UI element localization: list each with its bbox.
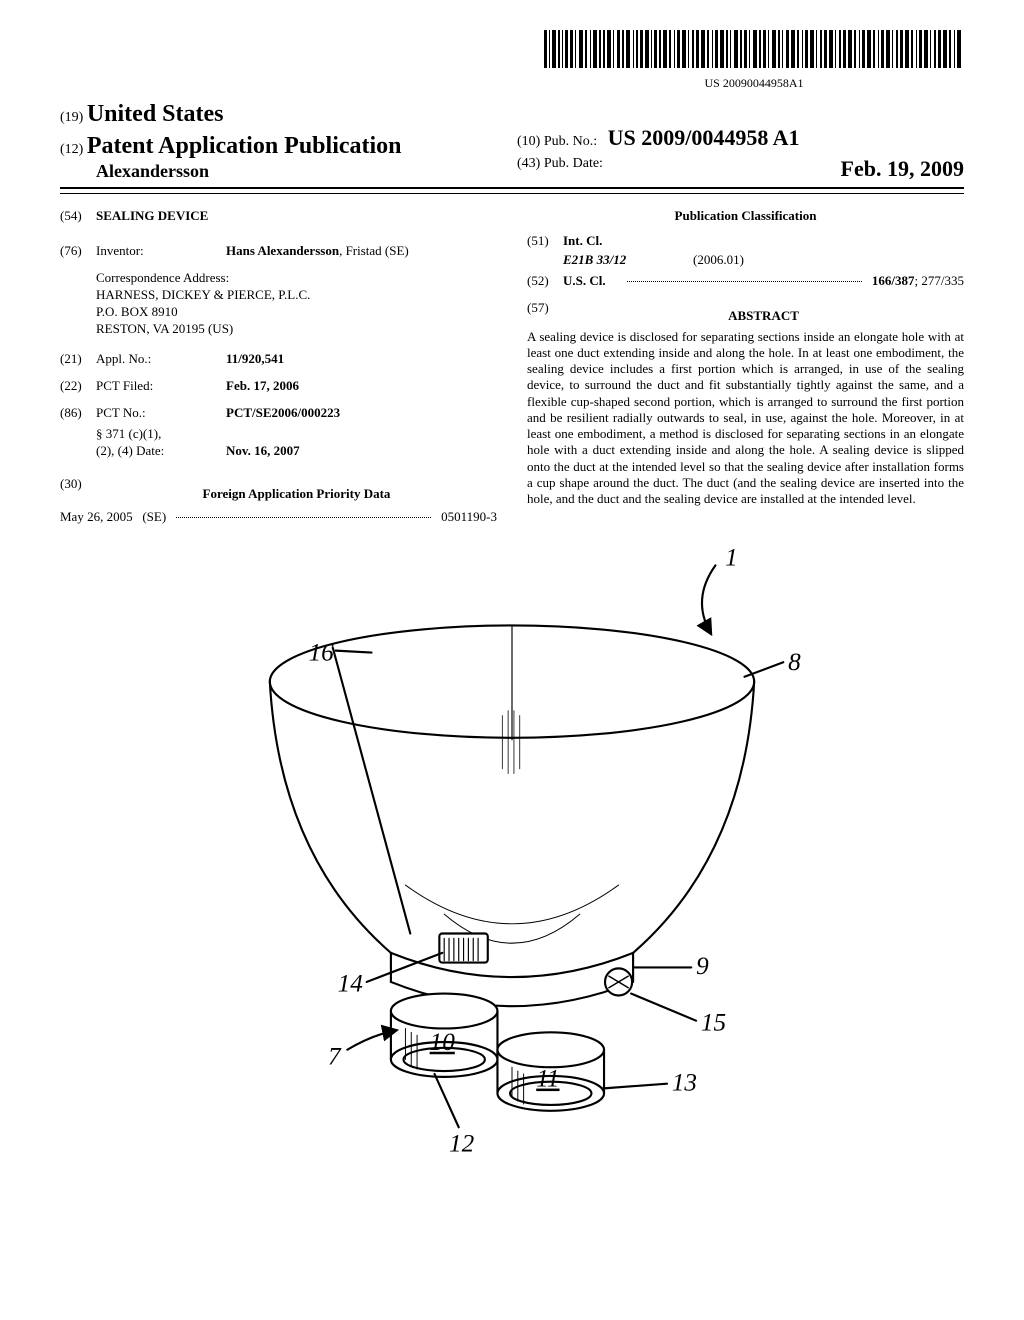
- title: SEALING DEVICE: [96, 208, 208, 225]
- pubno-label: Pub. No.:: [544, 134, 597, 149]
- pub-class-heading: Publication Classification: [527, 208, 964, 225]
- fpd-heading: Foreign Application Priority Data: [96, 486, 497, 503]
- intcl-row: E21B 33/12 (2006.01): [563, 252, 964, 269]
- fig-label-1: 1: [725, 546, 738, 571]
- uscl-rest: ; 277/335: [915, 273, 964, 288]
- uscl-main: 166/387: [872, 273, 915, 288]
- corr-line2: P.O. BOX 8910: [96, 304, 497, 321]
- pubdate: Feb. 19, 2009: [841, 155, 964, 184]
- header-right: (10) Pub. No.: US 2009/0044958 A1 (43) P…: [517, 124, 964, 183]
- fig-label-9: 9: [696, 953, 709, 980]
- fig-label-7: 7: [328, 1043, 342, 1070]
- s371-lines: § 371 (c)(1), (2), (4) Date:: [96, 426, 226, 460]
- figure-svg: 1 16 8 14 9 7 15 13 12 10 11: [192, 546, 832, 1166]
- fig-label-8: 8: [788, 649, 801, 676]
- code-10: (10): [517, 134, 540, 149]
- code-21: (21): [60, 351, 96, 368]
- intcl-code: E21B 33/12: [563, 252, 693, 269]
- corr-line1: HARNESS, DICKEY & PIERCE, P.L.C.: [96, 287, 497, 304]
- biblio-left: (54) SEALING DEVICE (76) Inventor: Hans …: [60, 208, 497, 526]
- pubno: US 2009/0044958 A1: [608, 125, 800, 150]
- barcode-label: US 20090044958A1: [544, 76, 964, 92]
- body: (54) SEALING DEVICE (76) Inventor: Hans …: [60, 208, 964, 526]
- leader-dots-2: [627, 281, 862, 282]
- corr-label: Correspondence Address:: [96, 270, 497, 287]
- header-rule: [60, 193, 964, 194]
- barcode-svg: [544, 30, 964, 68]
- code-30: (30): [60, 476, 96, 509]
- figure-region: 1 16 8 14 9 7 15 13 12 10 11: [60, 546, 964, 1172]
- barcode-region: US 20090044958A1: [60, 30, 964, 93]
- author-name: Alexandersson: [96, 160, 507, 183]
- corr-line3: RESTON, VA 20195 (US): [96, 321, 497, 338]
- inventor-name: Hans Alexandersson: [226, 243, 339, 258]
- country: United States: [87, 101, 224, 127]
- doc-type: Patent Application Publication: [87, 133, 402, 159]
- biblio-right: Publication Classification (51) Int. Cl.…: [527, 208, 964, 526]
- fig-label-15: 15: [701, 1009, 726, 1036]
- uscl-label: U.S. Cl.: [563, 273, 623, 290]
- code-54: (54): [60, 208, 96, 225]
- inventor-label: Inventor:: [96, 243, 226, 260]
- fpd-row: May 26, 2005 (SE) 0501190-3: [60, 509, 497, 526]
- fig-label-14: 14: [338, 970, 364, 997]
- pubdate-label: Pub. Date:: [544, 156, 603, 171]
- code-52: (52): [527, 273, 563, 290]
- fpd-cc: (SE): [142, 509, 166, 524]
- header-left: (19) United States (12) Patent Applicati…: [60, 99, 507, 183]
- fpd-num: 0501190-3: [441, 509, 497, 526]
- code-86: (86): [60, 405, 96, 422]
- leader-dots: [176, 517, 431, 518]
- fig-label-13: 13: [672, 1069, 697, 1096]
- correspondence: Correspondence Address: HARNESS, DICKEY …: [96, 270, 497, 338]
- abstract-text: A sealing device is disclosed for separa…: [527, 329, 964, 508]
- inventor-loc: , Fristad (SE): [339, 243, 409, 258]
- code-51: (51): [527, 233, 563, 250]
- code-22: (22): [60, 378, 96, 395]
- applno: 11/920,541: [226, 351, 284, 366]
- code-57: (57): [527, 300, 563, 329]
- pctfiled-label: PCT Filed:: [96, 378, 226, 395]
- intcl-label: Int. Cl.: [563, 233, 602, 250]
- pctfiled: Feb. 17, 2006: [226, 378, 299, 393]
- code-19: (19): [60, 110, 83, 125]
- fig-label-10: 10: [430, 1028, 456, 1055]
- patent-header: (19) United States (12) Patent Applicati…: [60, 99, 964, 189]
- pctno: PCT/SE2006/000223: [226, 405, 340, 420]
- s371-date: Nov. 16, 2007: [226, 443, 300, 458]
- fig-label-12: 12: [449, 1130, 475, 1157]
- pctno-label: PCT No.:: [96, 405, 226, 422]
- fig-label-16: 16: [309, 639, 335, 666]
- code-12: (12): [60, 142, 83, 157]
- code-43: (43): [517, 156, 540, 171]
- applno-label: Appl. No.:: [96, 351, 226, 368]
- barcode: US 20090044958A1: [544, 30, 964, 92]
- intcl-ver: (2006.01): [693, 252, 744, 269]
- fpd-date: May 26, 2005: [60, 509, 133, 524]
- fig-label-11: 11: [536, 1065, 559, 1092]
- code-76: (76): [60, 243, 96, 260]
- abstract-heading: ABSTRACT: [563, 308, 964, 325]
